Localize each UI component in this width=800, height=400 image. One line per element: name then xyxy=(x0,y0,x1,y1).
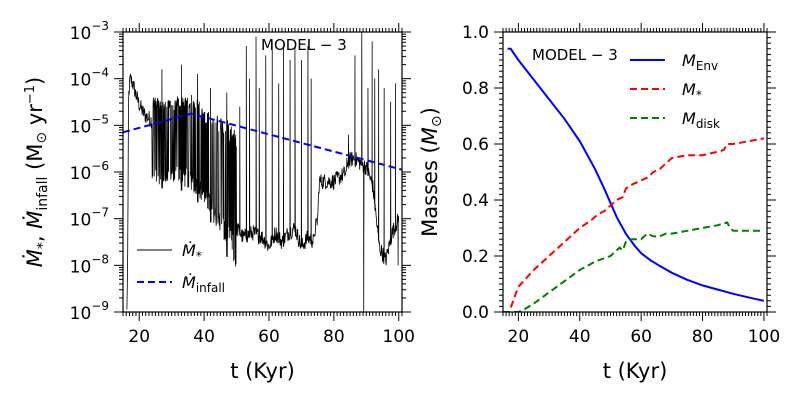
left-ytick-label: 10−6 xyxy=(70,159,109,184)
left-y-label-part-3: Ṁ xyxy=(22,211,47,229)
left-xtick-label: 20 xyxy=(128,327,150,347)
right-y-ticks: 0.0 0.2 0.4 0.6 0.8 1.0 xyxy=(462,23,776,323)
left-y-label-part-1: * xyxy=(35,242,51,249)
left-ytick-base: 10 xyxy=(70,71,92,91)
left-xtick-label: 40 xyxy=(193,327,215,347)
right-model-annotation: MODEL − 3 xyxy=(532,46,618,64)
right-xtick-label: 100 xyxy=(748,327,780,347)
left-y-label-part-0: Ṁ xyxy=(22,249,47,267)
left-axes-frame xyxy=(122,31,403,313)
left-legend-sub: * xyxy=(196,249,202,263)
left-y-label-part-8: −1 xyxy=(23,85,38,104)
right-xtick-label: 40 xyxy=(569,327,591,347)
right-axes-frame xyxy=(502,31,768,313)
right-y-label-part-3: ) xyxy=(418,107,442,115)
right-ytick-label: 0.2 xyxy=(462,247,489,267)
left-ytick-exp: −4 xyxy=(91,66,109,80)
right-legend-label: Mdisk xyxy=(682,109,720,131)
right-legend-main: M xyxy=(682,51,696,70)
left-series-mdot-star xyxy=(126,32,400,312)
right-legend-main: M xyxy=(682,109,696,128)
right-y-label-part-2: ⊙ xyxy=(429,115,445,127)
left-ytick-base: 10 xyxy=(70,304,92,324)
left-y-label-part-7: yr xyxy=(23,104,47,132)
left-ytick-exp: −6 xyxy=(91,159,109,173)
right-y-axis-label: Masses (M⊙) xyxy=(418,107,445,237)
left-ytick-label: 10−5 xyxy=(70,112,109,137)
right-y-label-part-1: M xyxy=(418,127,442,145)
right-ytick-label: 1.0 xyxy=(462,23,489,43)
left-ytick-base: 10 xyxy=(70,164,92,184)
right-legend-label: M* xyxy=(682,80,702,102)
left-xtick-label: 60 xyxy=(258,327,280,347)
left-legend-label: Ṁ* xyxy=(182,241,202,263)
right-x-axis-label: t (Kyr) xyxy=(603,359,668,383)
left-ytick-exp: −8 xyxy=(91,252,109,266)
left-x-ticks: 20 40 60 80 100 xyxy=(122,23,415,347)
left-model-annotation: MODEL − 3 xyxy=(261,36,347,54)
right-legend-main: M xyxy=(682,80,696,99)
left-ytick-label: 10−8 xyxy=(70,252,109,277)
left-ytick-exp: −3 xyxy=(91,19,109,33)
left-ytick-label: 10−9 xyxy=(70,299,109,324)
right-legend-sub: disk xyxy=(696,117,720,131)
right-ytick-label: 0.6 xyxy=(462,135,489,155)
left-legend-main: Ṁ xyxy=(182,273,196,292)
right-legend-sub: * xyxy=(696,88,702,102)
left-xtick-label: 100 xyxy=(383,327,415,347)
right-ytick-label: 0.0 xyxy=(462,303,489,323)
left-y-label-part-4: infall xyxy=(35,177,51,211)
left-series-mdot-infall xyxy=(123,112,402,171)
left-legend-label: Ṁinfall xyxy=(182,273,225,295)
left-xtick-label: 80 xyxy=(323,327,345,347)
right-xtick-label: 20 xyxy=(508,327,530,347)
left-legend-sub: infall xyxy=(196,281,225,295)
left-y-axis-label: Ṁ*, Ṁinfall (M⊙ yr−1) xyxy=(22,77,51,268)
right-ytick-label: 0.4 xyxy=(462,191,489,211)
left-ytick-base: 10 xyxy=(70,257,92,277)
left-ytick-label: 10−3 xyxy=(70,19,109,44)
right-series-menv xyxy=(507,47,765,302)
right-series-mdisk xyxy=(503,221,764,312)
left-y-label-part-6: ⊙ xyxy=(34,132,50,144)
right-plot-area xyxy=(503,47,765,312)
left-ytick-label: 10−7 xyxy=(70,206,109,231)
left-ytick-exp: −7 xyxy=(91,206,109,220)
left-y-ticks: 10−910−810−710−610−510−410−3 xyxy=(70,19,411,324)
left-y-label-part-2: , xyxy=(23,229,47,242)
left-y-label-part-5: (M xyxy=(23,144,47,177)
left-ytick-base: 10 xyxy=(70,211,92,231)
right-xtick-label: 80 xyxy=(692,327,714,347)
right-series-m* xyxy=(503,137,765,312)
right-xtick-label: 60 xyxy=(630,327,652,347)
left-ytick-base: 10 xyxy=(70,24,92,44)
right-legend-sub: Env xyxy=(696,59,718,73)
left-y-label-part-9: ) xyxy=(23,77,47,85)
right-x-ticks: 20 40 60 80 100 xyxy=(502,23,780,347)
right-y-label-part-0: Masses ( xyxy=(418,145,442,237)
left-ytick-base: 10 xyxy=(70,117,92,137)
left-legend-main: Ṁ xyxy=(182,241,196,260)
left-plot-area xyxy=(123,32,402,312)
right-ytick-label: 0.8 xyxy=(462,79,489,99)
left-ytick-exp: −9 xyxy=(91,299,109,313)
left-legend: Ṁ*Ṁinfall xyxy=(137,241,225,295)
left-x-axis-label: t (Kyr) xyxy=(230,359,295,383)
left-ytick-label: 10−4 xyxy=(70,66,109,91)
left-ytick-exp: −5 xyxy=(91,112,109,126)
right-legend-label: MEnv xyxy=(682,51,718,73)
